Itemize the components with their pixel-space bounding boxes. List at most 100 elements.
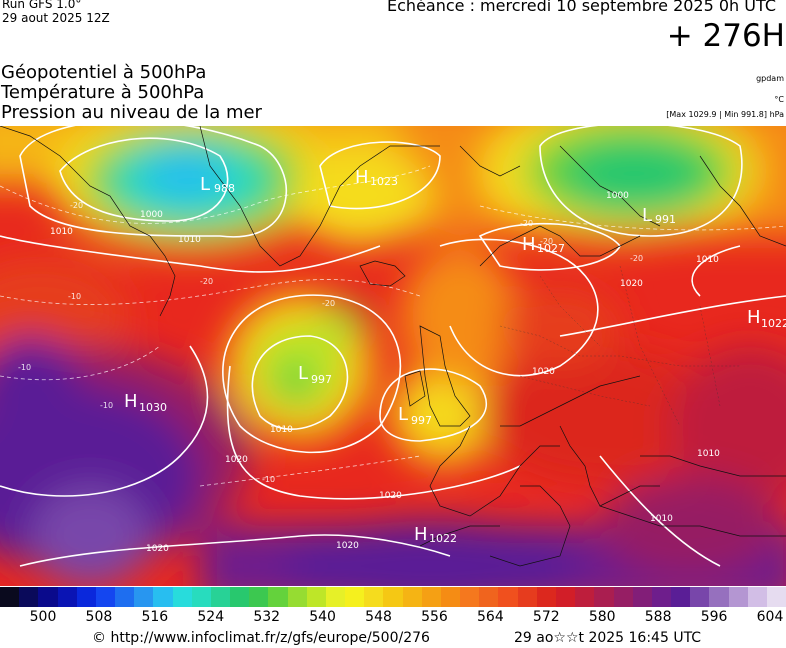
- isobars: [0, 126, 786, 567]
- scale-tick-label: 548: [365, 609, 392, 625]
- scale-swatch: [325, 587, 346, 607]
- title-geopotential: Géopotentiel à 500hPa: [1, 62, 207, 83]
- scale-tick-label: 572: [532, 609, 560, 625]
- isobar-label: 1010: [696, 255, 719, 265]
- scale-swatch: [440, 587, 461, 607]
- isobar-label: 1010: [50, 227, 73, 237]
- svg-text:L: L: [642, 205, 652, 226]
- svg-text:-20: -20: [630, 254, 643, 263]
- credit-url: © http://www.infoclimat.fr/z/gfs/europe/…: [92, 630, 430, 646]
- scale-swatch: [613, 587, 633, 607]
- isobar-label: 1010: [697, 449, 720, 459]
- lead-time: + 276H: [666, 18, 785, 54]
- scale-swatch: [95, 587, 116, 607]
- high-center: H 1023: [355, 167, 398, 188]
- scale-swatch: [383, 587, 403, 607]
- scale-tick-label: 596: [700, 609, 728, 625]
- isobar-label: 1020: [532, 367, 555, 377]
- high-center: H 1030: [124, 391, 167, 414]
- svg-text:-20: -20: [540, 237, 553, 246]
- isotherms: [0, 165, 786, 487]
- color-scale: [0, 587, 786, 607]
- svg-text:-10: -10: [100, 401, 113, 410]
- scale-swatch: [460, 587, 480, 607]
- svg-text:-10: -10: [262, 475, 275, 484]
- scale-swatch: [249, 587, 269, 607]
- scale-swatch: [421, 587, 441, 607]
- scale-swatch: [479, 587, 499, 607]
- generation-time: 29 ao☆☆t 2025 16:45 UTC: [514, 630, 702, 646]
- scale-tick-label: 604: [756, 609, 784, 625]
- svg-text:L: L: [298, 363, 308, 384]
- isobar-label: 1000: [140, 210, 163, 220]
- scale-tick-label: 580: [588, 609, 616, 625]
- title-pressure: Pression au niveau de la mer: [1, 102, 262, 123]
- low-center: L 997: [398, 404, 432, 427]
- svg-text:H: H: [747, 307, 761, 328]
- scale-swatch: [268, 587, 288, 607]
- scale-swatch: [134, 587, 154, 607]
- scale-tick-label: 556: [421, 609, 448, 625]
- svg-text:H: H: [355, 167, 369, 188]
- svg-text:-20: -20: [200, 277, 213, 286]
- svg-text:L: L: [200, 174, 210, 195]
- run-label: Run GFS 1.0°: [2, 0, 82, 11]
- isobar-label: 1010: [270, 425, 293, 435]
- scale-tick-label: 508: [85, 609, 113, 625]
- high-center: H 1027: [522, 234, 565, 255]
- scale-swatch: [728, 587, 748, 607]
- isobar-label: 1020: [620, 279, 643, 289]
- scale-tick-label: 564: [477, 609, 504, 625]
- scale-swatch: [709, 587, 729, 607]
- scale-swatch: [555, 587, 576, 607]
- isotherm-labels: -20 -20 -20 -20 -20 -20 -10 -10 -10 -10: [18, 201, 643, 484]
- scale-swatch: [76, 587, 96, 607]
- scale-swatch: [115, 587, 135, 607]
- scale-swatch: [671, 587, 691, 607]
- scale-swatch: [651, 587, 672, 607]
- low-center: L 991: [642, 205, 676, 226]
- scale-swatch: [19, 587, 39, 607]
- unit-temperature: °C: [774, 95, 784, 104]
- svg-text:988: 988: [214, 182, 235, 195]
- scale-swatch: [766, 587, 786, 607]
- scale-swatch: [575, 587, 595, 607]
- unit-geopotential: gpdam: [756, 74, 784, 83]
- isobar-label: 1020: [146, 544, 169, 554]
- svg-text:1022: 1022: [429, 532, 457, 545]
- svg-text:997: 997: [311, 373, 332, 386]
- svg-text:-20: -20: [520, 219, 533, 228]
- geopotential-field: [0, 126, 786, 586]
- valid-time: Echéance : mercredi 10 septembre 2025 0h…: [387, 0, 776, 15]
- svg-text:H: H: [124, 391, 138, 412]
- coastlines: [0, 126, 786, 567]
- scale-swatch: [287, 587, 307, 607]
- scale-swatch: [402, 587, 422, 607]
- scale-swatch: [498, 587, 518, 607]
- scale-swatch: [364, 587, 384, 607]
- scale-swatch: [153, 587, 173, 607]
- scale-swatch: [306, 587, 326, 607]
- scale-swatch: [57, 587, 77, 607]
- low-center: L 988: [200, 174, 235, 195]
- isobar-labels: 1000 1010 1010 1020 1020 1020 1010 1010 …: [50, 191, 720, 554]
- pressure-extrema: [Max 1029.9 | Min 991.8] hPa: [666, 110, 784, 119]
- isobar-label: 1000: [606, 191, 629, 201]
- scale-swatch: [38, 587, 58, 607]
- scale-tick-label: 500: [29, 609, 57, 625]
- isobar-label: 1010: [178, 235, 201, 245]
- scale-swatch: [172, 587, 192, 607]
- svg-text:-20: -20: [70, 201, 83, 210]
- title-temperature: Température à 500hPa: [1, 82, 205, 103]
- scale-tick-label: 524: [197, 609, 225, 625]
- svg-text:1022: 1022: [761, 317, 786, 330]
- borders: [499, 265, 740, 427]
- scale-swatch: [690, 587, 710, 607]
- svg-text:1023: 1023: [370, 175, 398, 188]
- isobar-label: 1020: [379, 491, 402, 501]
- scale-swatch: [345, 587, 365, 607]
- scale-tick-label: 588: [644, 609, 672, 625]
- svg-text:-20: -20: [322, 299, 335, 308]
